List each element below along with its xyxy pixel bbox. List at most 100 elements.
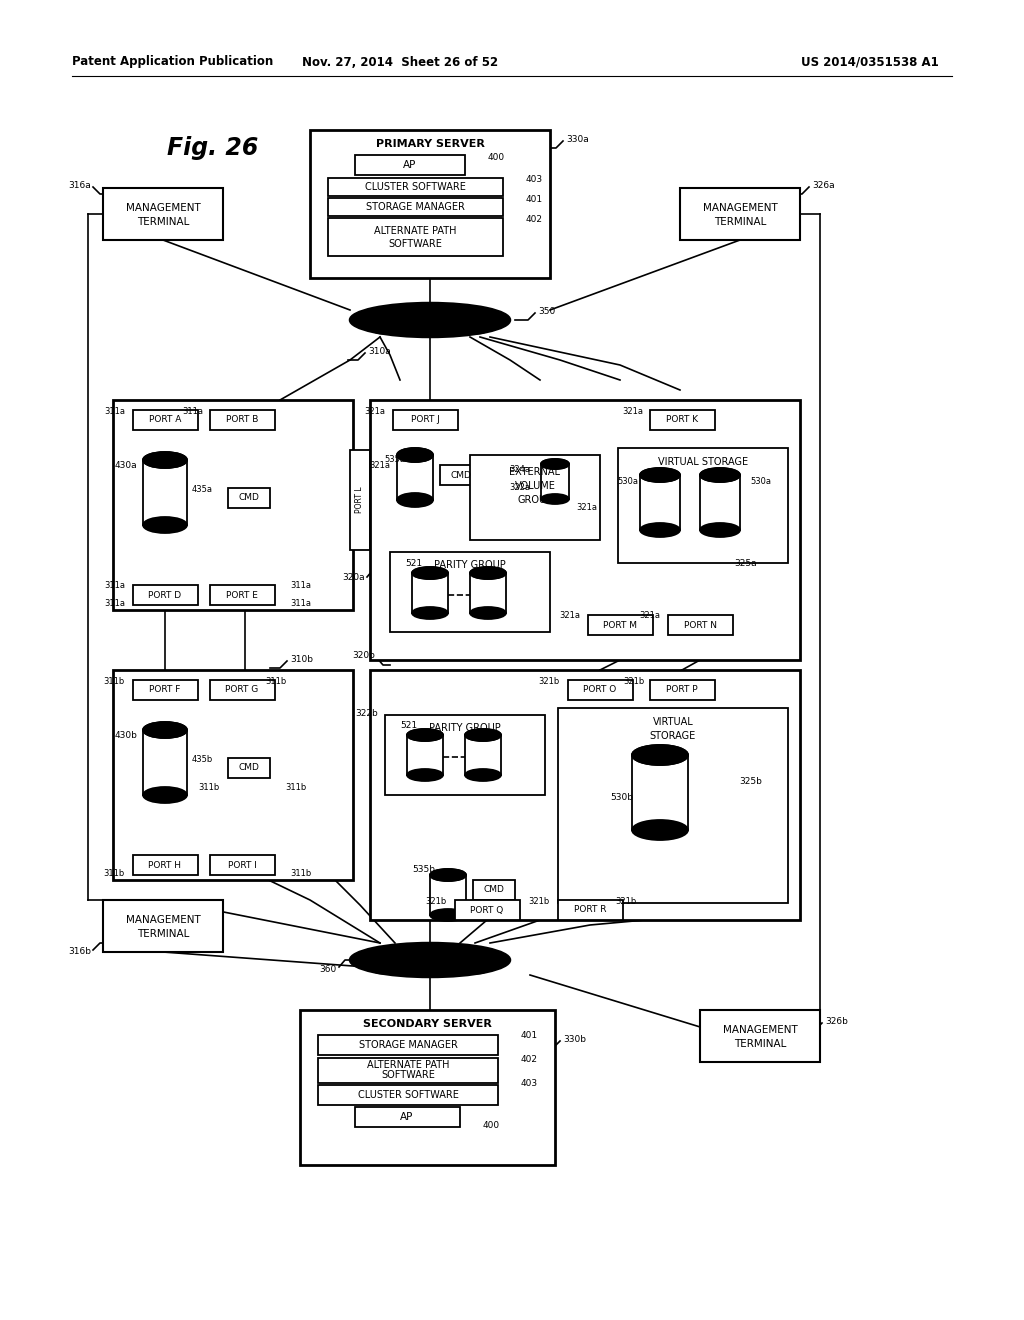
Text: PORT J: PORT J: [411, 416, 439, 425]
Text: 321a: 321a: [369, 462, 390, 470]
Text: US 2014/0351538 A1: US 2014/0351538 A1: [801, 55, 939, 69]
Text: MANAGEMENT: MANAGEMENT: [723, 1026, 798, 1035]
Ellipse shape: [143, 517, 187, 533]
Text: 311b: 311b: [199, 783, 220, 792]
Text: CMD: CMD: [451, 470, 471, 479]
Text: PORT N: PORT N: [683, 620, 717, 630]
Text: ALTERNATE PATH: ALTERNATE PATH: [374, 226, 457, 236]
Text: 435b: 435b: [191, 755, 213, 763]
Bar: [470, 455, 600, 540]
Text: STORAGE: STORAGE: [650, 731, 696, 741]
Text: CMD: CMD: [483, 886, 505, 895]
Ellipse shape: [143, 451, 187, 469]
Text: 403: 403: [521, 1080, 539, 1089]
Bar: [318, 1085, 498, 1105]
Text: VIRTUAL: VIRTUAL: [652, 717, 693, 727]
Text: STORAGE MANAGER: STORAGE MANAGER: [366, 202, 465, 213]
Bar: [618, 447, 788, 564]
Text: 402: 402: [526, 214, 543, 223]
Bar: [390, 552, 550, 632]
Text: 311b: 311b: [290, 870, 311, 879]
Text: 324a: 324a: [509, 466, 530, 474]
Bar: [370, 400, 800, 660]
Text: VOLUME: VOLUME: [515, 480, 555, 491]
Text: PORT A: PORT A: [148, 416, 181, 425]
Ellipse shape: [430, 869, 466, 880]
Ellipse shape: [407, 770, 443, 781]
Text: MANAGEMENT: MANAGEMENT: [126, 915, 201, 925]
Bar: [440, 465, 482, 484]
Bar: [455, 900, 520, 920]
Text: STORAGE MANAGER: STORAGE MANAGER: [358, 1040, 458, 1049]
Ellipse shape: [350, 942, 510, 977]
Text: 535a: 535a: [384, 454, 406, 463]
Text: 325a: 325a: [734, 558, 757, 568]
Text: 326a: 326a: [812, 181, 835, 190]
Text: AP: AP: [403, 160, 417, 170]
Text: 322a: 322a: [509, 483, 530, 491]
Text: Patent Application Publication: Patent Application Publication: [72, 55, 273, 69]
Text: 401: 401: [521, 1031, 539, 1040]
Bar: [133, 855, 198, 875]
Bar: [210, 585, 275, 605]
Ellipse shape: [470, 607, 506, 619]
Text: Nov. 27, 2014  Sheet 26 of 52: Nov. 27, 2014 Sheet 26 of 52: [302, 55, 498, 69]
Bar: [393, 411, 458, 430]
Text: CLUSTER SOFTWARE: CLUSTER SOFTWARE: [357, 1090, 459, 1100]
Bar: [680, 187, 800, 240]
Text: 530a: 530a: [750, 477, 771, 486]
Bar: [370, 671, 800, 920]
Text: PORT H: PORT H: [148, 861, 181, 870]
Text: PORT E: PORT E: [226, 590, 258, 599]
Text: 321b: 321b: [539, 676, 560, 685]
Ellipse shape: [541, 459, 569, 469]
Bar: [318, 1059, 498, 1082]
Text: GROUP: GROUP: [517, 495, 553, 506]
Text: 430a: 430a: [115, 462, 137, 470]
Bar: [133, 680, 198, 700]
Text: SECONDARY SERVER: SECONDARY SERVER: [362, 1019, 492, 1030]
Ellipse shape: [700, 523, 740, 537]
Text: VIRTUAL STORAGE: VIRTUAL STORAGE: [658, 457, 749, 467]
Text: 321a: 321a: [364, 407, 385, 416]
Text: 321a: 321a: [639, 611, 660, 620]
Ellipse shape: [640, 469, 680, 482]
Ellipse shape: [640, 523, 680, 537]
Text: 321b: 321b: [528, 896, 550, 906]
Bar: [133, 411, 198, 430]
Text: 310a: 310a: [368, 346, 391, 355]
Bar: [650, 680, 715, 700]
Text: 521: 521: [404, 560, 422, 569]
Bar: [668, 615, 733, 635]
Text: 350: 350: [538, 306, 555, 315]
Text: PORT P: PORT P: [667, 685, 697, 694]
Text: 320b: 320b: [352, 652, 375, 660]
Ellipse shape: [430, 909, 466, 921]
Text: MANAGEMENT: MANAGEMENT: [702, 203, 777, 213]
Bar: [103, 187, 223, 240]
Text: CLUSTER SOFTWARE: CLUSTER SOFTWARE: [365, 182, 466, 191]
Bar: [328, 178, 503, 195]
Bar: [228, 488, 270, 508]
Bar: [328, 198, 503, 216]
Ellipse shape: [397, 447, 433, 462]
Text: 530b: 530b: [610, 793, 633, 803]
Bar: [113, 400, 353, 610]
Text: 530a: 530a: [617, 477, 638, 486]
Ellipse shape: [412, 568, 449, 579]
Bar: [355, 154, 465, 176]
Bar: [558, 900, 623, 920]
Text: 311b: 311b: [103, 870, 125, 879]
Text: 311b: 311b: [103, 676, 125, 685]
Text: AP: AP: [400, 1111, 414, 1122]
Text: 403: 403: [526, 174, 543, 183]
Text: CMD: CMD: [239, 763, 259, 772]
Bar: [650, 411, 715, 430]
Text: 321a: 321a: [559, 611, 580, 620]
Text: PORT F: PORT F: [150, 685, 180, 694]
Text: 320a: 320a: [342, 573, 365, 582]
Bar: [103, 900, 223, 952]
Text: EXTERNAL: EXTERNAL: [510, 467, 560, 477]
Text: 326b: 326b: [825, 1016, 848, 1026]
Ellipse shape: [700, 469, 740, 482]
